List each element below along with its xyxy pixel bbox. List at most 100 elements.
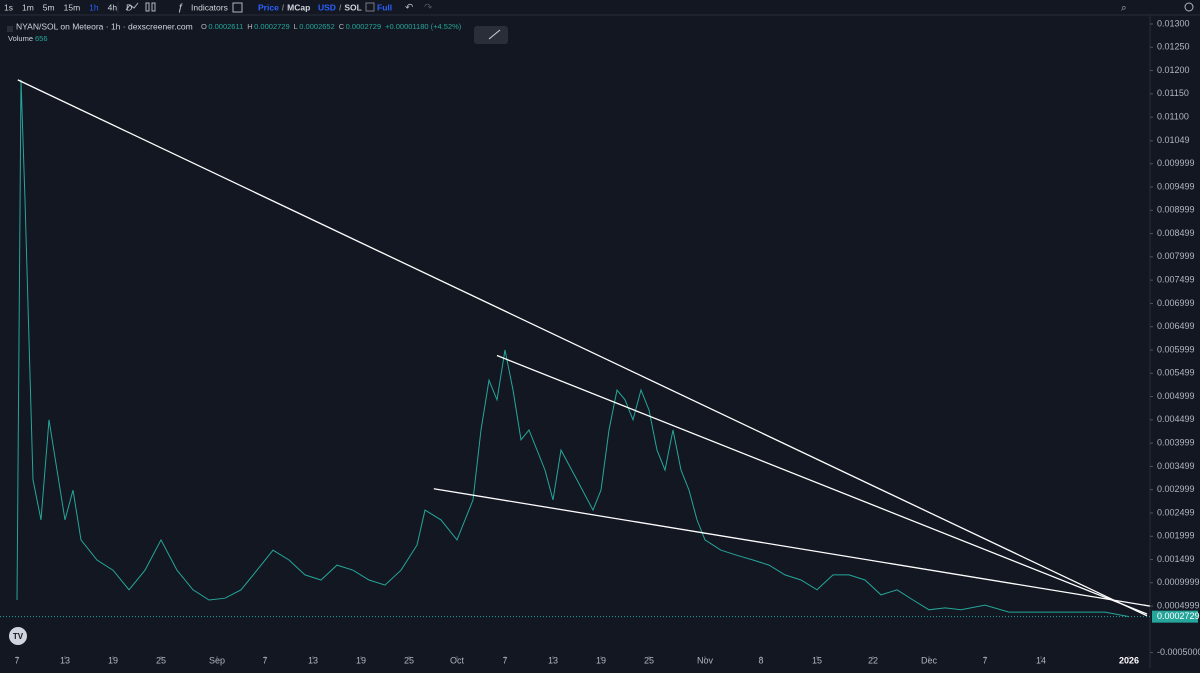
- x-tick-label: 8: [758, 655, 763, 665]
- x-tick-label: Dec: [921, 655, 938, 665]
- y-tick-label: 0.01200: [1157, 65, 1190, 75]
- legend-value: L: [294, 22, 298, 31]
- interval-button[interactable]: 1h: [89, 2, 99, 12]
- toolbar-toggle[interactable]: USD: [318, 2, 336, 12]
- toolbar-toggle[interactable]: /: [282, 2, 285, 12]
- x-tick-label: 19: [356, 655, 366, 665]
- interval-button[interactable]: D: [126, 2, 132, 12]
- x-tick-label: Oct: [450, 655, 465, 665]
- layout-icon[interactable]: [232, 2, 243, 13]
- interval-button[interactable]: 15m: [64, 2, 81, 12]
- trendline[interactable]: [17, 79, 1148, 617]
- x-tick-label: 25: [156, 655, 166, 665]
- interval-button[interactable]: 5m: [43, 2, 55, 12]
- y-tick-label: 0.005499: [1157, 368, 1195, 378]
- y-tick-label: 0.006999: [1157, 298, 1195, 308]
- y-tick-label: 0.0009999: [1157, 577, 1200, 587]
- x-tick-label: 19: [108, 655, 118, 665]
- y-tick-label: 0.002999: [1157, 484, 1195, 494]
- drawing-tool[interactable]: [474, 26, 508, 44]
- legend-value: +0.00001180 (+4.52%): [385, 22, 462, 31]
- logo: [9, 627, 27, 645]
- x-tick-label: 25: [404, 655, 414, 665]
- x-tick-label: 7: [14, 655, 19, 665]
- full-checkbox[interactable]: [365, 2, 375, 12]
- legend-value: 0.0002729: [346, 22, 381, 31]
- y-tick-label: 0.008499: [1157, 228, 1195, 238]
- logo-text: TV: [13, 632, 24, 641]
- undo-icon[interactable]: ↶: [405, 3, 413, 14]
- x-tick-label: Nov: [697, 655, 714, 665]
- toolbar-items: ƒ ↶ ↷ ⌕ TV: [7, 2, 1194, 645]
- trendline[interactable]: [496, 354, 1148, 615]
- y-tick-label: 0.009499: [1157, 181, 1195, 191]
- interval-button[interactable]: 1s: [4, 2, 13, 12]
- y-tick-label: 0.001999: [1157, 531, 1195, 541]
- x-tick-label: 7: [262, 655, 267, 665]
- indicators-icon[interactable]: ƒ: [178, 3, 184, 14]
- volume-label: Volume: [8, 34, 33, 43]
- legend-value: 0.0002729: [254, 22, 289, 31]
- price-line: [16, 79, 1130, 618]
- interval-button[interactable]: 4h: [108, 2, 118, 12]
- toolbar-toggle[interactable]: MCap: [287, 2, 310, 12]
- toolbar: [0, 0, 1200, 15]
- trendline[interactable]: [433, 488, 1150, 607]
- legend-title: NYAN/SOL on Meteora · 1h · dexscreener.c…: [16, 21, 193, 31]
- last-price-label: 0.0002729: [1157, 611, 1200, 621]
- y-tick-label: 0.01049: [1157, 135, 1190, 145]
- x-tick-label: 7: [982, 655, 987, 665]
- x-tick-label: 22: [868, 655, 878, 665]
- redo-icon[interactable]: ↷: [424, 3, 433, 14]
- y-tick-label: 0.004999: [1157, 391, 1195, 401]
- x-tick-label: 2026: [1119, 655, 1139, 665]
- y-tick-label: 0.004499: [1157, 414, 1195, 424]
- y-tick-label: 0.003999: [1157, 438, 1195, 448]
- y-tick-label: 0.007999: [1157, 251, 1195, 261]
- x-tick-label: 19: [596, 655, 606, 665]
- y-tick-label: 0.0004999: [1157, 600, 1200, 610]
- y-tick-label: 0.002499: [1157, 507, 1195, 517]
- y-tick-label: 0.008999: [1157, 205, 1195, 215]
- plot: [0, 79, 1150, 618]
- legend-value: 0.0002611: [208, 22, 243, 31]
- y-tick-label: 0.001499: [1157, 554, 1195, 564]
- drawing-tool-icon: [488, 29, 501, 40]
- y-tick-label: -0.0005000: [1157, 647, 1200, 657]
- y-tick-label: 0.01250: [1157, 42, 1190, 52]
- x-tick-label: 15: [812, 655, 822, 665]
- candle-icon[interactable]: [145, 2, 150, 12]
- toolbar-toggle[interactable]: Price: [258, 2, 279, 12]
- legend-value: 0.0002652: [299, 22, 334, 31]
- x-tick-label: Sep: [209, 655, 225, 665]
- settings-icon[interactable]: [1184, 2, 1194, 12]
- legend-value: H: [247, 22, 252, 31]
- x-tick-label: 13: [308, 655, 318, 665]
- y-tick-label: 0.01100: [1157, 111, 1189, 121]
- y-tick-label: 0.003499: [1157, 461, 1195, 471]
- x-tick-label: 7: [502, 655, 507, 665]
- candle-icon[interactable]: [151, 2, 156, 12]
- interval-button[interactable]: 1m: [22, 2, 34, 12]
- volume-value: 656: [35, 34, 48, 43]
- toolbar-toggle[interactable]: SOL: [344, 2, 361, 12]
- x-tick-label: 13: [60, 655, 70, 665]
- indicators-button[interactable]: Indicators: [191, 2, 228, 12]
- x-tick-label: 14: [1036, 655, 1046, 665]
- chart-type-icon[interactable]: [125, 2, 139, 11]
- search-icon[interactable]: ⌕: [1121, 3, 1127, 14]
- y-tick-label: 0.01150: [1157, 88, 1189, 98]
- y-tick-label: 0.007499: [1157, 275, 1195, 285]
- y-tick-label: 0.01300: [1157, 18, 1190, 28]
- y-tick-label: 0.006499: [1157, 321, 1195, 331]
- legend-value: C: [339, 22, 345, 31]
- x-tick-label: 13: [548, 655, 558, 665]
- toolbar-toggle[interactable]: /: [339, 2, 342, 12]
- y-tick-label: 0.009999: [1157, 158, 1195, 168]
- x-tick-label: 25: [644, 655, 654, 665]
- collapse-icon[interactable]: [7, 26, 13, 32]
- legend-value: O: [201, 22, 207, 31]
- full-button[interactable]: Full: [377, 2, 392, 12]
